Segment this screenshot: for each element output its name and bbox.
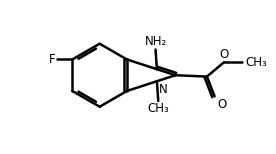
Text: O: O	[219, 48, 229, 61]
Text: O: O	[217, 98, 227, 111]
Text: N: N	[159, 83, 168, 96]
Text: CH₃: CH₃	[245, 56, 267, 69]
Text: CH₃: CH₃	[147, 102, 169, 115]
Text: F: F	[49, 53, 56, 66]
Text: NH₂: NH₂	[144, 35, 167, 48]
